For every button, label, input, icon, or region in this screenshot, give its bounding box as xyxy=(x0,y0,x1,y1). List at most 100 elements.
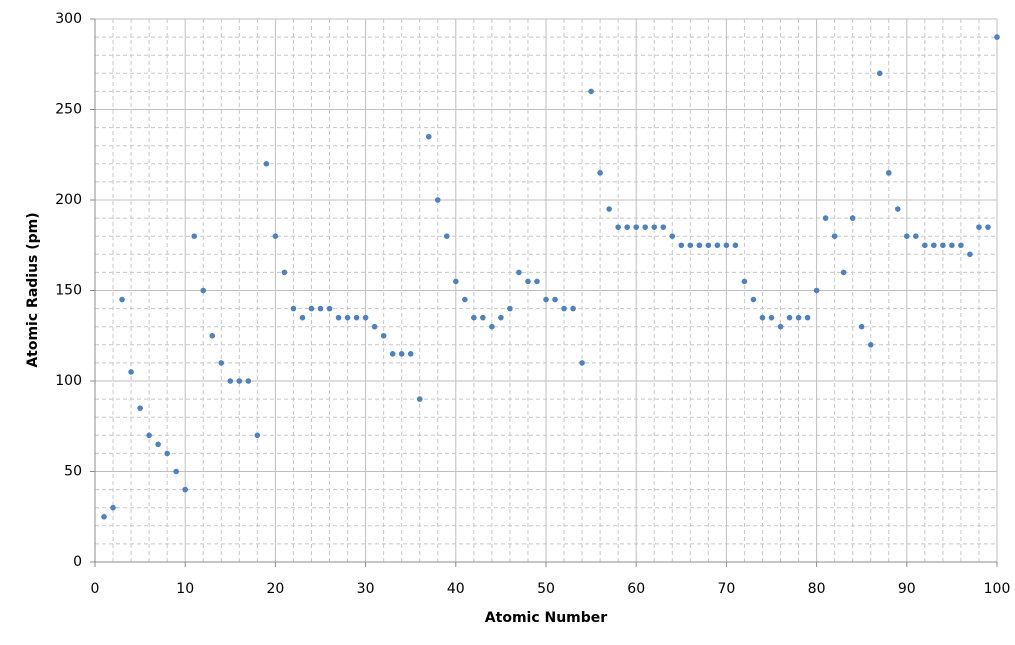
point xyxy=(822,215,829,221)
point xyxy=(777,323,784,330)
y-tick-label: 300 xyxy=(55,11,82,27)
point xyxy=(182,486,188,493)
point xyxy=(498,314,504,321)
point xyxy=(290,305,297,312)
point xyxy=(272,233,279,239)
point xyxy=(795,314,802,321)
point xyxy=(164,450,170,457)
point xyxy=(471,314,477,321)
point xyxy=(507,305,513,312)
point xyxy=(732,242,739,249)
point xyxy=(867,342,874,348)
point xyxy=(660,224,667,230)
point xyxy=(976,224,982,230)
point xyxy=(462,296,468,303)
x-tick-label: 60 xyxy=(627,581,645,597)
point xyxy=(489,323,495,330)
point xyxy=(245,378,252,384)
x-tick-label: 80 xyxy=(808,581,826,597)
point xyxy=(958,242,964,249)
point xyxy=(786,314,793,321)
point xyxy=(768,314,775,321)
point xyxy=(110,504,116,511)
point xyxy=(678,242,685,249)
point xyxy=(949,242,955,249)
point xyxy=(191,233,198,239)
point xyxy=(516,269,522,276)
point xyxy=(453,278,459,285)
point xyxy=(389,351,396,357)
point xyxy=(904,233,910,239)
point xyxy=(371,323,378,330)
point xyxy=(633,224,639,230)
point xyxy=(669,233,676,239)
point xyxy=(380,332,387,339)
point xyxy=(416,396,423,402)
x-tick-label: 20 xyxy=(266,581,284,597)
point xyxy=(642,224,649,230)
point xyxy=(750,296,757,303)
point xyxy=(552,296,558,303)
point xyxy=(480,314,486,321)
point xyxy=(425,133,432,140)
point xyxy=(443,233,450,239)
point xyxy=(335,314,342,321)
x-tick-label: 30 xyxy=(357,581,375,597)
x-axis-title: Atomic Number xyxy=(485,610,607,626)
point xyxy=(353,314,360,321)
x-tick-label: 40 xyxy=(447,581,465,597)
y-tick-label: 150 xyxy=(55,283,82,299)
point xyxy=(119,296,125,303)
point xyxy=(651,224,658,230)
point xyxy=(894,206,901,212)
point xyxy=(101,513,107,520)
point xyxy=(967,251,973,258)
x-tick-label: 70 xyxy=(717,581,735,597)
y-tick-label: 0 xyxy=(73,554,82,570)
point xyxy=(137,405,143,411)
point xyxy=(407,351,414,357)
point xyxy=(209,332,216,339)
point xyxy=(940,242,946,249)
point xyxy=(606,206,612,212)
point xyxy=(308,305,315,312)
point xyxy=(913,233,919,239)
point xyxy=(813,287,820,294)
y-tick-label: 100 xyxy=(55,373,82,389)
point xyxy=(146,432,152,439)
point xyxy=(922,242,928,249)
point xyxy=(858,323,865,330)
x-tick-label: 0 xyxy=(91,581,100,597)
point xyxy=(931,242,937,249)
point xyxy=(299,314,306,321)
point xyxy=(994,34,1000,40)
point xyxy=(588,88,594,95)
point xyxy=(714,242,721,249)
x-tick-label: 50 xyxy=(537,581,555,597)
point xyxy=(173,468,179,475)
point xyxy=(227,378,234,384)
point xyxy=(831,233,838,239)
point xyxy=(534,278,540,285)
point xyxy=(696,242,703,249)
point xyxy=(317,305,324,312)
point xyxy=(218,360,225,366)
point xyxy=(985,224,991,230)
y-tick-label: 200 xyxy=(55,192,82,208)
point xyxy=(741,278,748,285)
x-tick-label: 10 xyxy=(176,581,194,597)
point xyxy=(326,305,333,312)
point xyxy=(155,441,161,448)
point xyxy=(849,215,856,221)
point xyxy=(525,278,531,285)
point xyxy=(597,170,603,176)
point xyxy=(759,314,766,321)
x-tick-label: 90 xyxy=(898,581,916,597)
x-tick-label: 100 xyxy=(984,581,1011,597)
point xyxy=(344,314,351,321)
point xyxy=(434,197,441,203)
point xyxy=(236,378,243,384)
point xyxy=(543,296,549,303)
